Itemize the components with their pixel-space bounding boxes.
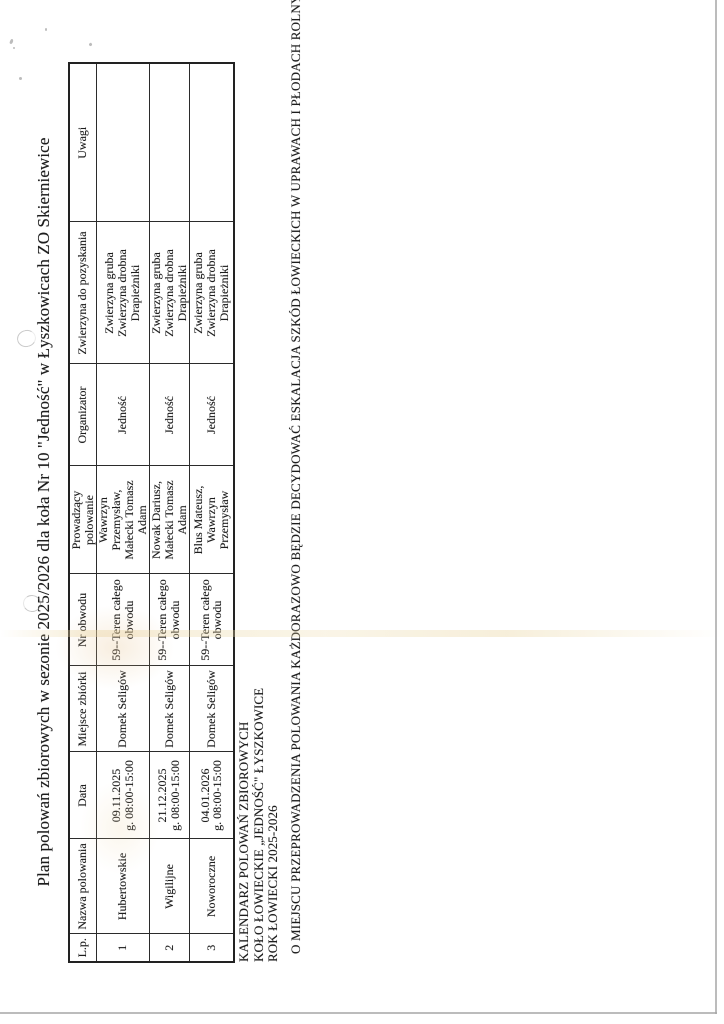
escalation-note: O MIEJSCU PRZEPROWADZENIA POLOWANIA KAŻD… bbox=[288, 0, 303, 954]
calendar-footer: KALENDARZ POLOWAŃ ZBIOROWYCH KOŁO ŁOWIEC… bbox=[236, 687, 281, 962]
scan-speck bbox=[13, 47, 15, 49]
table-header-row: L.p. Nazwa polowania Data Miejsce zbiórk… bbox=[69, 63, 97, 962]
col-header-uwagi: Uwagi bbox=[69, 63, 97, 222]
cell-zwierzyna: Zwierzyna gruba Zwierzyna drobna Drapież… bbox=[149, 222, 190, 364]
cell-uwagi bbox=[189, 63, 235, 222]
cell-nazwa-polowania: Hubertowskie bbox=[96, 839, 150, 934]
footer-line-year: ROK ŁOWIECKI 2025-2026 bbox=[265, 805, 281, 962]
cell-nazwa-polowania: Noworoczne bbox=[189, 839, 235, 934]
col-header-organizator: Organizator bbox=[69, 364, 97, 466]
cell-lp: 1 bbox=[96, 934, 150, 962]
cell-lp: 2 bbox=[149, 934, 190, 962]
cell-lp: 3 bbox=[189, 934, 235, 962]
cell-miejsce-zbiorki: Domek Seligów bbox=[149, 666, 190, 752]
cell-nazwa-polowania: Wigilijne bbox=[149, 839, 190, 934]
col-header-nazwa-polowania: Nazwa polowania bbox=[69, 839, 97, 934]
document-title: Plan polowań zbiorowych w sezonie 2025/2… bbox=[34, 137, 53, 887]
scan-speck bbox=[19, 77, 22, 80]
col-header-miejsce-zbiorki: Miejsce zbiórki bbox=[69, 666, 97, 752]
cell-prowadzacy-polowanie: Nowak Dariusz, Małecki Tomasz Adam bbox=[149, 466, 190, 574]
page-edge-shadow-bottom bbox=[0, 1012, 717, 1014]
table-row: 2 Wigilijne 21.12.2025 g. 08:00-15:00 Do… bbox=[149, 63, 190, 962]
cell-data: 04.01.2026 g. 08:00-15:00 bbox=[189, 752, 235, 839]
col-header-data: Data bbox=[69, 752, 97, 839]
cell-zwierzyna: Zwierzyna gruba Zwierzyna drobna Drapież… bbox=[189, 222, 235, 364]
col-header-zwierzyna: Zwierzyna do pozyskania bbox=[69, 222, 97, 364]
cell-zwierzyna: Zwierzyna gruba Zwierzyna drobna Drapież… bbox=[96, 222, 150, 364]
cell-prowadzacy-polowanie: Blus Mateusz, Wawrzyn Przemysław bbox=[189, 466, 235, 574]
cell-data: 09.11.2025 g. 08:00-15:00 bbox=[96, 752, 150, 839]
cell-data: 21.12.2025 g. 08:00-15:00 bbox=[149, 752, 190, 839]
cell-nr-obwodu: 59--Teren całego obwodu bbox=[96, 574, 150, 666]
cell-prowadzacy-polowanie: Wawrzyn Przemysław, Małecki Tomasz Adam bbox=[96, 466, 150, 574]
cell-uwagi bbox=[149, 63, 190, 222]
cell-nr-obwodu: 59--Teren całego obwodu bbox=[149, 574, 190, 666]
scan-speck bbox=[45, 28, 47, 31]
cell-organizator: Jedność bbox=[149, 364, 190, 466]
col-header-prowadzacy-polowanie: Prowadzący polowanie bbox=[69, 466, 97, 574]
cell-organizator: Jedność bbox=[96, 364, 150, 466]
cell-organizator: Jedność bbox=[189, 364, 235, 466]
table-row: 1 Hubertowskie 09.11.2025 g. 08:00-15:00… bbox=[96, 63, 150, 962]
col-header-nr-obwodu: Nr obwodu bbox=[69, 574, 97, 666]
cell-uwagi bbox=[96, 63, 150, 222]
col-header-lp: L.p. bbox=[69, 934, 97, 962]
footer-line-calendar: KALENDARZ POLOWAŃ ZBIOROWYCH bbox=[236, 721, 251, 962]
cell-miejsce-zbiorki: Domek Seligów bbox=[96, 666, 150, 752]
cell-miejsce-zbiorki: Domek Seligów bbox=[189, 666, 235, 752]
footer-line-club: KOŁO ŁOWIECKIE „JEDNOŚĆ" ŁYSZKOWICE bbox=[250, 687, 266, 962]
table-row: 3 Noworoczne 04.01.2026 g. 08:00-15:00 D… bbox=[189, 63, 235, 962]
page-edge-shadow-right bbox=[715, 0, 717, 1014]
hunting-plan-table: L.p. Nazwa polowania Data Miejsce zbiórk… bbox=[68, 62, 236, 963]
cell-nr-obwodu: 59--Teren całego obwodu bbox=[189, 574, 235, 666]
